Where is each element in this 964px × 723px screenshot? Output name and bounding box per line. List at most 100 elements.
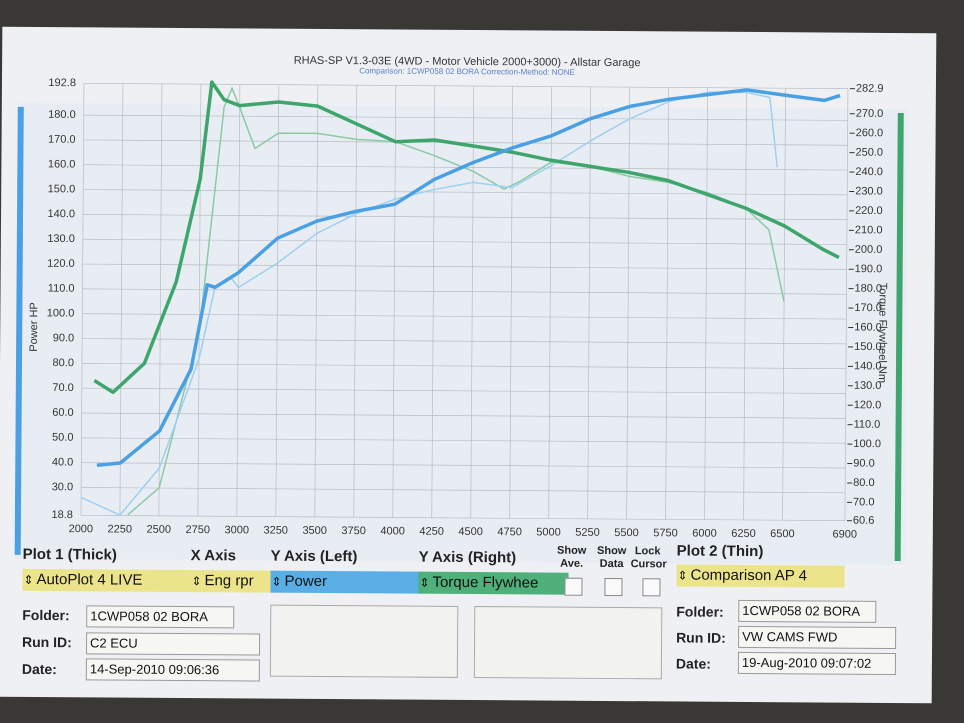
grid-line (81, 437, 846, 444)
y-tick-label: 50.0 (52, 432, 74, 444)
x-tick-label: 2000 (69, 523, 94, 535)
grid-line (665, 87, 669, 520)
y2-tick-label: 180.0 (855, 283, 883, 295)
grid-line (509, 86, 514, 519)
y2-tick-label: 240.0 (855, 166, 883, 178)
plot1-selector[interactable]: AutoPlot 4 LIVE (22, 568, 197, 593)
grid-line (353, 85, 358, 518)
y2-tick-label: 100.0 (853, 438, 881, 450)
grid-line (275, 84, 280, 517)
x-tick-label: 3250 (263, 524, 288, 536)
y-right-selector[interactable]: Torque Flywhee (418, 571, 569, 595)
y-tick-label: 100.0 (47, 307, 75, 319)
grid-line (704, 87, 708, 520)
x-tick-label: 3500 (302, 525, 327, 537)
checkbox[interactable] (642, 578, 661, 597)
paper: RHAS-SP V1.3-03E (4WD - Motor Vehicle 20… (0, 26, 937, 704)
x-tick-label: 5250 (575, 527, 600, 539)
y2-tick-label: 60.6 (853, 515, 875, 527)
grid-line (470, 86, 475, 519)
checkbox[interactable] (564, 577, 583, 596)
y-tick-label: 192.8 (48, 77, 76, 89)
grid-line (82, 338, 847, 345)
date-label: Date: (675, 655, 711, 672)
plot2-selector[interactable]: Comparison AP 4 (676, 564, 845, 588)
grid-line (83, 189, 848, 196)
y-tick-label: 120.0 (47, 258, 75, 270)
y-tick-label: 160.0 (48, 158, 76, 170)
y-tick-label: 130.0 (47, 233, 75, 245)
grid-line (80, 83, 85, 516)
grid-line (587, 86, 592, 519)
y2-tick-label: 260.0 (856, 127, 884, 139)
grid-line (83, 139, 848, 146)
y2-tick-label: 70.0 (853, 496, 875, 508)
plot1-heading: Plot 1 (Thick) (22, 545, 117, 564)
x-axis-selector[interactable]: Eng rpr (190, 570, 277, 593)
check-label-top: Lock (634, 545, 661, 558)
y-axis-label: Power HP (28, 302, 40, 352)
grid-line (83, 214, 848, 221)
check-label-bottom: Data (599, 557, 624, 571)
y-tick-label: 180.0 (48, 109, 76, 121)
x-tick-label: 5500 (614, 527, 639, 539)
grid-line (82, 288, 847, 295)
grid-line (782, 88, 786, 521)
x-tick-label: 2250 (108, 523, 133, 535)
y-left-heading: Y Axis (Left) (270, 547, 358, 566)
grid-line (119, 83, 124, 516)
check-label-bottom: Ave. (560, 557, 584, 570)
folder-label: Folder: (22, 606, 70, 624)
y2-tick-label: 282.9 (856, 83, 884, 95)
check-label-top: Show (596, 544, 627, 558)
y2-tick-label: 190.0 (855, 263, 883, 275)
x-tick-label: 6000 (692, 527, 717, 539)
grid-line (82, 263, 847, 270)
y-tick-label: 60.0 (52, 407, 74, 419)
y-tick-label: 18.8 (51, 509, 73, 521)
check-label-bottom: Cursor (630, 558, 667, 571)
x-axis-heading: X Axis (190, 547, 237, 565)
x-tick-label: 3000 (224, 524, 249, 536)
run-label: Run ID: (676, 629, 726, 646)
grid-line (431, 85, 436, 518)
y2-tick-label: 120.0 (854, 399, 882, 411)
y-tick-label: 110.0 (48, 283, 75, 295)
chart-subtitle: Comparison: 1CWP058 02 BORA Correction-M… (359, 66, 575, 77)
date-value: 19-Aug-2010 09:07:02 (737, 651, 896, 676)
y-right-heading: Y Axis (Right) (418, 548, 517, 567)
y2-tick-label: 250.0 (855, 147, 883, 159)
y2-axis-label: Torque Flywheel Nm (876, 283, 889, 383)
y2-tick-label: 140.0 (854, 360, 882, 372)
x-tick-label: 4750 (497, 526, 522, 538)
checkbox[interactable] (604, 577, 623, 597)
x-tick-label: 3750 (341, 525, 366, 537)
y-tick-label: 40.0 (52, 456, 74, 468)
grid-line (197, 84, 202, 517)
grid-line (82, 238, 847, 245)
y2-tick-label: 230.0 (855, 185, 883, 197)
y2-tick-label: 80.0 (853, 477, 875, 489)
x-tick-label: 2500 (147, 524, 172, 536)
y2-tick-label: 220.0 (855, 205, 883, 217)
y-tick-label: 30.0 (52, 481, 74, 493)
y2-tick-label: 210.0 (855, 224, 883, 236)
grid-line (81, 487, 846, 494)
y-left-selector[interactable]: Power (270, 570, 421, 594)
y2-tick-label: 90.0 (853, 457, 875, 469)
x-tick-label: 5000 (536, 526, 561, 538)
x-tick-label: 6500 (770, 528, 795, 540)
grid-line (83, 82, 848, 90)
y2-tick-label: 160.0 (854, 321, 882, 333)
x-tick-label: 6900 (833, 528, 858, 540)
x-tick-label: 5750 (653, 527, 678, 539)
run-value: VW CAMS FWD (738, 625, 897, 650)
y2-tick-label: 110.0 (854, 419, 881, 431)
chart: RHAS-SP V1.3-03E (4WD - Motor Vehicle 20… (14, 55, 908, 566)
grid-line (81, 387, 846, 394)
x-tick-label: 2750 (185, 524, 210, 536)
plot2-heading: Plot 2 (Thin) (676, 542, 764, 561)
series-line (96, 88, 841, 467)
y-tick-label: 140.0 (47, 208, 75, 220)
grid-line (81, 412, 846, 419)
